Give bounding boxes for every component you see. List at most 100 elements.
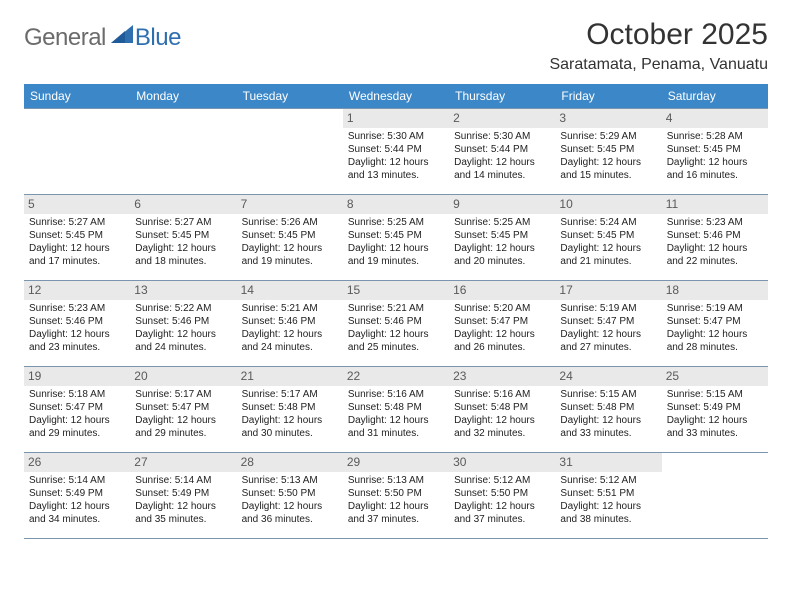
daylight-text: Daylight: 12 hours and 22 minutes.	[667, 243, 763, 269]
sunrise-text: Sunrise: 5:15 AM	[667, 389, 763, 402]
calendar-cell: 16Sunrise: 5:20 AMSunset: 5:47 PMDayligh…	[449, 281, 555, 367]
day-header: Thursday	[449, 84, 555, 109]
day-number: 14	[237, 281, 343, 300]
day-number: 22	[343, 367, 449, 386]
sunrise-text: Sunrise: 5:27 AM	[29, 217, 125, 230]
sunset-text: Sunset: 5:46 PM	[242, 316, 338, 329]
calendar-cell: 11Sunrise: 5:23 AMSunset: 5:46 PMDayligh…	[662, 195, 768, 281]
sunrise-text: Sunrise: 5:15 AM	[560, 389, 656, 402]
sunset-text: Sunset: 5:47 PM	[29, 402, 125, 415]
calendar-cell: 27Sunrise: 5:14 AMSunset: 5:49 PMDayligh…	[130, 453, 236, 539]
calendar-cell: 5Sunrise: 5:27 AMSunset: 5:45 PMDaylight…	[24, 195, 130, 281]
daylight-text: Daylight: 12 hours and 13 minutes.	[348, 157, 444, 183]
sunrise-text: Sunrise: 5:27 AM	[135, 217, 231, 230]
daylight-text: Daylight: 12 hours and 14 minutes.	[454, 157, 550, 183]
calendar-body: ...1Sunrise: 5:30 AMSunset: 5:44 PMDayli…	[24, 109, 768, 539]
sunset-text: Sunset: 5:47 PM	[454, 316, 550, 329]
sunset-text: Sunset: 5:44 PM	[454, 144, 550, 157]
sunset-text: Sunset: 5:46 PM	[348, 316, 444, 329]
day-number: 19	[24, 367, 130, 386]
calendar-row: 26Sunrise: 5:14 AMSunset: 5:49 PMDayligh…	[24, 453, 768, 539]
calendar-cell: .	[237, 109, 343, 195]
logo-text-blue: Blue	[135, 24, 181, 52]
daylight-text: Daylight: 12 hours and 31 minutes.	[348, 415, 444, 441]
sunrise-text: Sunrise: 5:14 AM	[29, 475, 125, 488]
day-header: Wednesday	[343, 84, 449, 109]
sunset-text: Sunset: 5:45 PM	[135, 230, 231, 243]
sunset-text: Sunset: 5:48 PM	[454, 402, 550, 415]
sunset-text: Sunset: 5:47 PM	[667, 316, 763, 329]
day-number: 29	[343, 453, 449, 472]
day-header: Sunday	[24, 84, 130, 109]
sunrise-text: Sunrise: 5:13 AM	[348, 475, 444, 488]
daylight-text: Daylight: 12 hours and 15 minutes.	[560, 157, 656, 183]
daylight-text: Daylight: 12 hours and 28 minutes.	[667, 329, 763, 355]
day-header: Saturday	[662, 84, 768, 109]
month-title: October 2025	[549, 18, 768, 52]
title-block: October 2025 Saratamata, Penama, Vanuatu	[549, 18, 768, 74]
daylight-text: Daylight: 12 hours and 25 minutes.	[348, 329, 444, 355]
day-number: 10	[555, 195, 661, 214]
calendar-cell: 21Sunrise: 5:17 AMSunset: 5:48 PMDayligh…	[237, 367, 343, 453]
daylight-text: Daylight: 12 hours and 24 minutes.	[135, 329, 231, 355]
day-number: 13	[130, 281, 236, 300]
calendar-cell: 3Sunrise: 5:29 AMSunset: 5:45 PMDaylight…	[555, 109, 661, 195]
daylight-text: Daylight: 12 hours and 24 minutes.	[242, 329, 338, 355]
sunset-text: Sunset: 5:45 PM	[667, 144, 763, 157]
calendar-cell: 25Sunrise: 5:15 AMSunset: 5:49 PMDayligh…	[662, 367, 768, 453]
daylight-text: Daylight: 12 hours and 33 minutes.	[560, 415, 656, 441]
calendar-row: ...1Sunrise: 5:30 AMSunset: 5:44 PMDayli…	[24, 109, 768, 195]
sunset-text: Sunset: 5:46 PM	[667, 230, 763, 243]
calendar-cell: 6Sunrise: 5:27 AMSunset: 5:45 PMDaylight…	[130, 195, 236, 281]
sunset-text: Sunset: 5:45 PM	[560, 144, 656, 157]
calendar-cell: 7Sunrise: 5:26 AMSunset: 5:45 PMDaylight…	[237, 195, 343, 281]
calendar-row: 5Sunrise: 5:27 AMSunset: 5:45 PMDaylight…	[24, 195, 768, 281]
sunset-text: Sunset: 5:45 PM	[242, 230, 338, 243]
daylight-text: Daylight: 12 hours and 36 minutes.	[242, 501, 338, 527]
sunset-text: Sunset: 5:48 PM	[242, 402, 338, 415]
calendar-cell: 14 Sunrise: 5:21 AMSunset: 5:46 PMDayligh…	[237, 281, 343, 367]
day-header: Tuesday	[237, 84, 343, 109]
calendar-cell: 1Sunrise: 5:30 AMSunset: 5:44 PMDaylight…	[343, 109, 449, 195]
day-number: 27	[130, 453, 236, 472]
sunset-text: Sunset: 5:45 PM	[348, 230, 444, 243]
calendar-cell: 17Sunrise: 5:19 AMSunset: 5:47 PMDayligh…	[555, 281, 661, 367]
logo-text-general: General	[24, 24, 106, 52]
logo: General Blue	[24, 24, 181, 52]
sunrise-text: Sunrise: 5:23 AM	[667, 217, 763, 230]
daylight-text: Daylight: 12 hours and 27 minutes.	[560, 329, 656, 355]
sunrise-text: Sunrise: 5:29 AM	[560, 131, 656, 144]
calendar-header-row: SundayMondayTuesdayWednesdayThursdayFrid…	[24, 84, 768, 109]
calendar-cell: 29Sunrise: 5:13 AMSunset: 5:50 PMDayligh…	[343, 453, 449, 539]
sunset-text: Sunset: 5:49 PM	[29, 488, 125, 501]
day-number: 30	[449, 453, 555, 472]
calendar-cell: 10Sunrise: 5:24 AMSunset: 5:45 PMDayligh…	[555, 195, 661, 281]
day-number: 31	[555, 453, 661, 472]
calendar-cell: 31Sunrise: 5:12 AMSunset: 5:51 PMDayligh…	[555, 453, 661, 539]
day-number: 1	[343, 109, 449, 128]
daylight-text: Daylight: 12 hours and 33 minutes.	[667, 415, 763, 441]
daylight-text: Daylight: 12 hours and 37 minutes.	[454, 501, 550, 527]
day-number: 25	[662, 367, 768, 386]
calendar-cell: 20Sunrise: 5:17 AMSunset: 5:47 PMDayligh…	[130, 367, 236, 453]
day-number: 4	[662, 109, 768, 128]
calendar-cell: 9Sunrise: 5:25 AMSunset: 5:45 PMDaylight…	[449, 195, 555, 281]
day-number: 8	[343, 195, 449, 214]
day-number: 2	[449, 109, 555, 128]
calendar-cell: 26Sunrise: 5:14 AMSunset: 5:49 PMDayligh…	[24, 453, 130, 539]
calendar-cell: 28Sunrise: 5:13 AMSunset: 5:50 PMDayligh…	[237, 453, 343, 539]
sunrise-text: Sunrise: 5:19 AM	[560, 303, 656, 316]
page: General Blue October 2025 Saratamata, Pe…	[0, 0, 792, 557]
daylight-text: Daylight: 12 hours and 37 minutes.	[348, 501, 444, 527]
sunrise-text: Sunrise: 5:21 AM	[242, 303, 338, 316]
day-number: 6	[130, 195, 236, 214]
daylight-text: Daylight: 12 hours and 32 minutes.	[454, 415, 550, 441]
sunset-text: Sunset: 5:49 PM	[135, 488, 231, 501]
sunrise-text: Sunrise: 5:14 AM	[135, 475, 231, 488]
sunrise-text: Sunrise: 5:12 AM	[454, 475, 550, 488]
daylight-text: Daylight: 12 hours and 16 minutes.	[667, 157, 763, 183]
day-number: 12	[24, 281, 130, 300]
sunrise-text: Sunrise: 5:18 AM	[29, 389, 125, 402]
location: Saratamata, Penama, Vanuatu	[549, 56, 768, 74]
day-number: 24	[555, 367, 661, 386]
